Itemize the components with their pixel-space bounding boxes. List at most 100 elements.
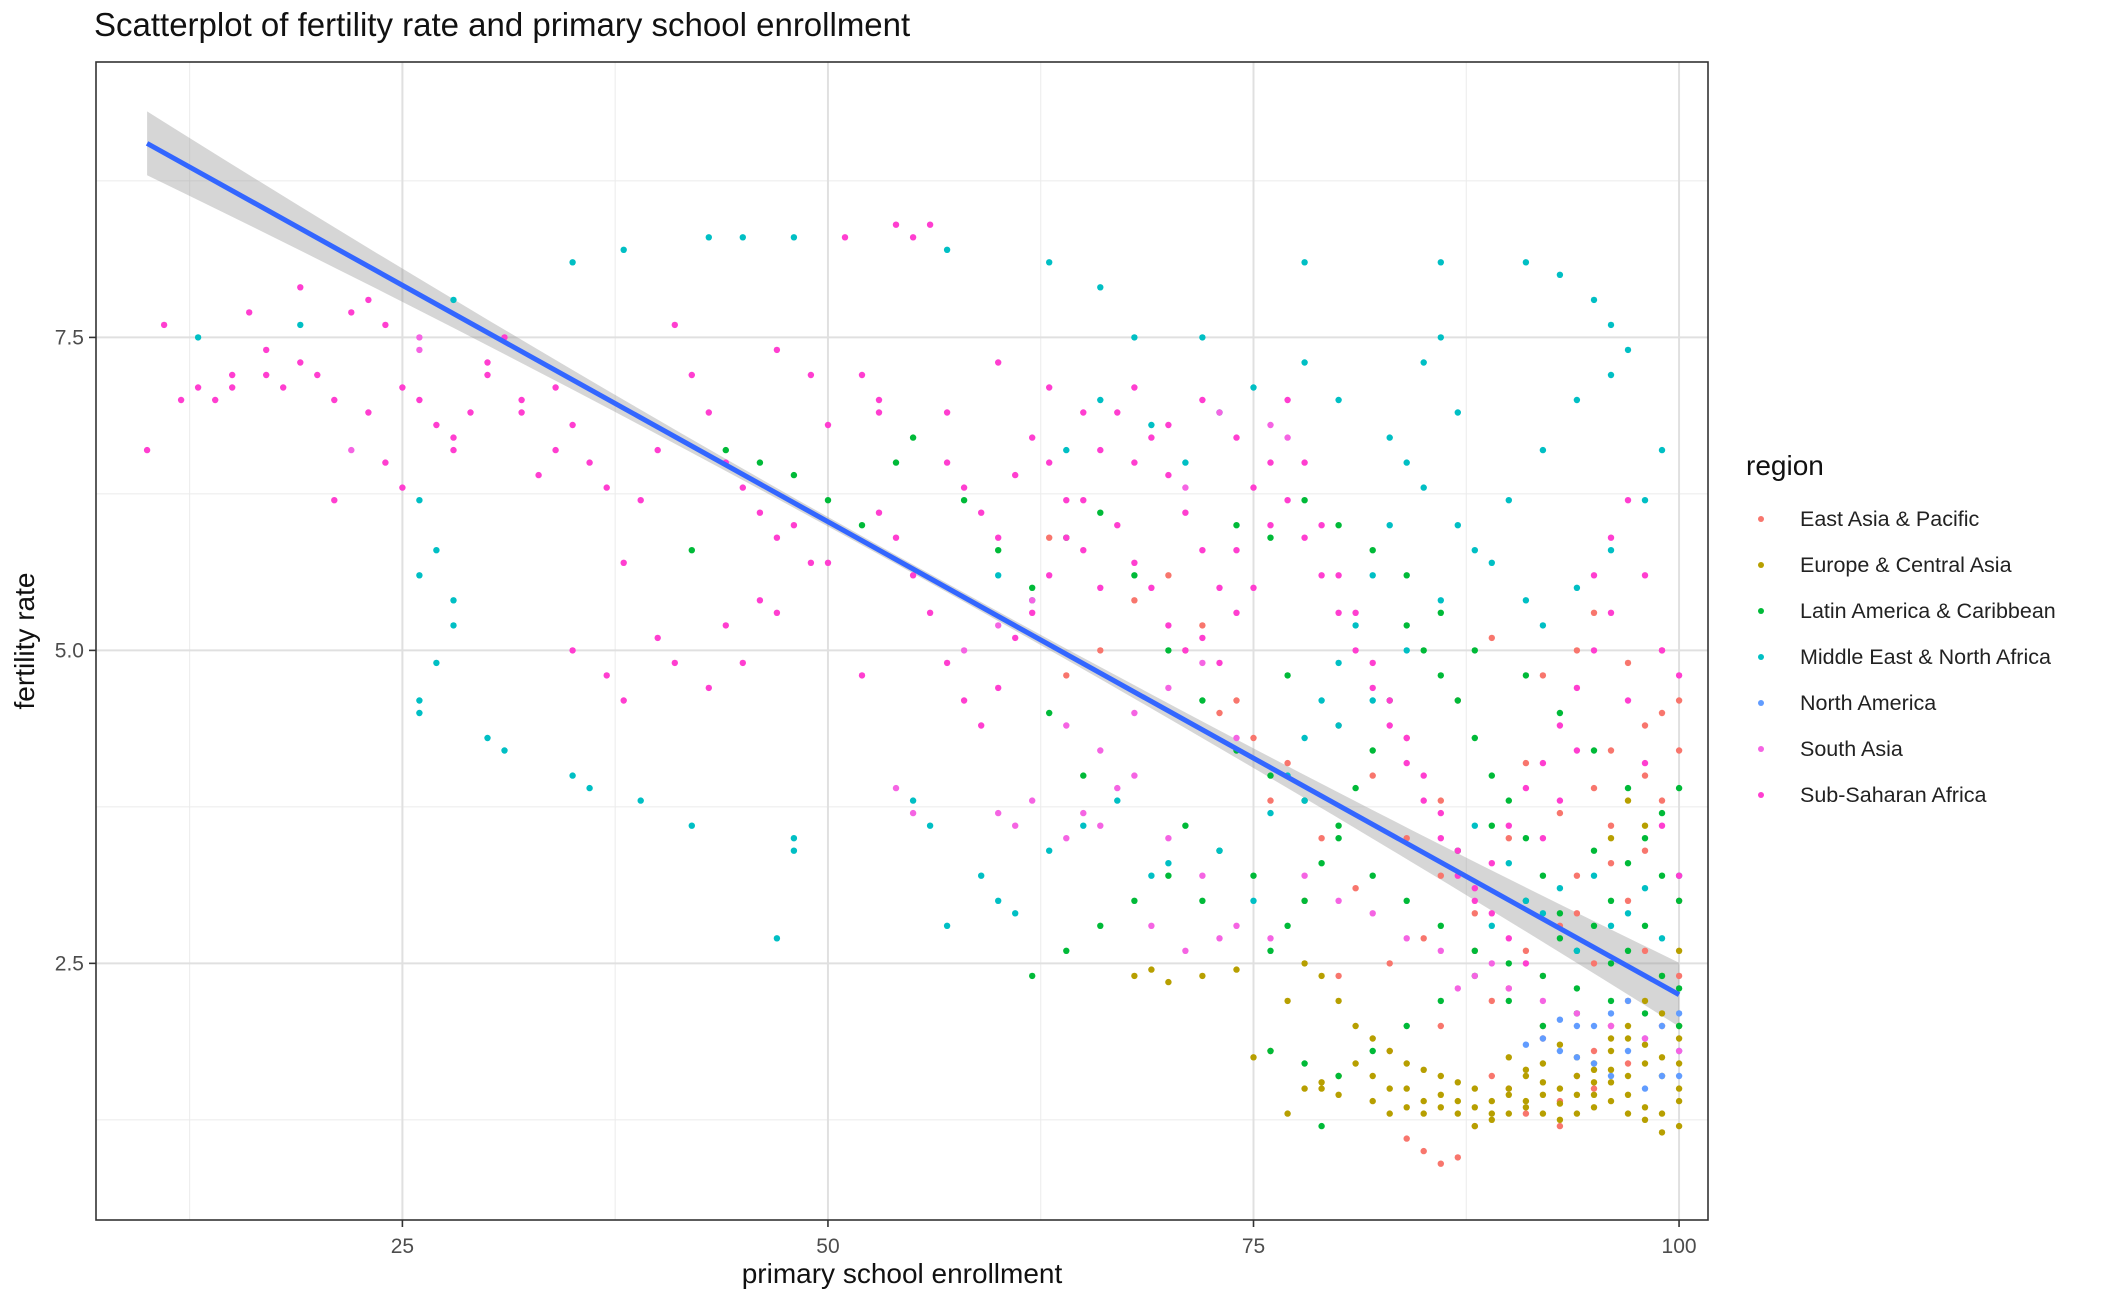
point-south-asia (1148, 922, 1155, 929)
point-sub-saharan-africa (382, 321, 389, 329)
legend-label: Latin America & Caribbean (1800, 598, 2056, 623)
point-europe-central-asia (1556, 1041, 1564, 1048)
point-sub-saharan-africa (909, 572, 917, 579)
legend-dot-icon (1758, 654, 1764, 660)
point-sub-saharan-africa (705, 409, 712, 416)
point-middle-east-north-africa (1301, 259, 1308, 266)
point-latin-america-caribbean (1080, 772, 1087, 779)
point-europe-central-asia (1675, 1085, 1683, 1092)
point-europe-central-asia (1539, 1079, 1547, 1086)
point-middle-east-north-africa (790, 234, 798, 241)
point-middle-east-north-africa (416, 497, 423, 504)
point-europe-central-asia (1675, 1097, 1683, 1105)
point-latin-america-caribbean (1471, 734, 1479, 742)
point-middle-east-north-africa (1080, 822, 1087, 829)
point-middle-east-north-africa (790, 847, 798, 854)
point-middle-east-north-africa (586, 784, 593, 792)
point-latin-america-caribbean (1318, 860, 1325, 867)
point-east-asia-pacific (1488, 634, 1496, 642)
point-europe-central-asia (1352, 1022, 1359, 1030)
point-east-asia-pacific (1420, 935, 1427, 942)
point-sub-saharan-africa (909, 234, 917, 241)
point-latin-america-caribbean (1369, 872, 1376, 879)
point-north-america (1556, 1047, 1564, 1055)
point-middle-east-north-africa (1641, 885, 1649, 892)
point-sub-saharan-africa (212, 396, 219, 404)
point-south-asia (1199, 872, 1206, 879)
point-europe-central-asia (1522, 1066, 1530, 1074)
y-axis: 2.5 5.0 7.5 (55, 326, 96, 975)
point-middle-east-north-africa (1437, 259, 1445, 266)
point-latin-america-caribbean (1522, 835, 1530, 842)
point-europe-central-asia (1675, 1122, 1683, 1130)
point-east-asia-pacific (1641, 847, 1649, 854)
point-sub-saharan-africa (654, 446, 661, 454)
point-sub-saharan-africa (467, 409, 474, 416)
point-europe-central-asia (1658, 1010, 1666, 1017)
point-europe-central-asia (1437, 1091, 1445, 1099)
point-east-asia-pacific (1675, 697, 1683, 704)
point-sub-saharan-africa (433, 421, 440, 429)
point-middle-east-north-africa (1437, 334, 1445, 341)
point-middle-east-north-africa (1522, 897, 1530, 904)
point-sub-saharan-africa (620, 559, 627, 566)
point-east-asia-pacific (1165, 572, 1172, 579)
point-sub-saharan-africa (773, 534, 781, 541)
point-east-asia-pacific (1318, 835, 1325, 842)
point-south-asia (1233, 922, 1240, 929)
point-middle-east-north-africa (1301, 359, 1308, 366)
point-europe-central-asia (1641, 1116, 1649, 1124)
x-tick-label: 25 (391, 1235, 414, 1258)
point-east-asia-pacific (1658, 797, 1666, 804)
point-latin-america-caribbean (1352, 784, 1359, 792)
legend-key (1746, 550, 1776, 580)
legend-key (1746, 734, 1776, 764)
point-sub-saharan-africa (1114, 522, 1121, 529)
point-europe-central-asia (1624, 1035, 1632, 1042)
point-europe-central-asia (1403, 1060, 1410, 1067)
point-sub-saharan-africa (1607, 609, 1615, 616)
legend-key (1746, 504, 1776, 534)
point-sub-saharan-africa (1386, 722, 1393, 729)
point-middle-east-north-africa (943, 922, 951, 929)
point-sub-saharan-africa (1233, 547, 1240, 554)
point-middle-east-north-africa (1148, 421, 1155, 429)
point-latin-america-caribbean (1029, 584, 1036, 591)
point-sub-saharan-africa (552, 384, 559, 391)
point-europe-central-asia (1573, 1110, 1581, 1117)
point-sub-saharan-africa (1267, 522, 1274, 529)
point-south-asia (1182, 947, 1189, 954)
point-sub-saharan-africa (1675, 672, 1683, 679)
point-sub-saharan-africa (1063, 497, 1070, 504)
point-middle-east-north-africa (1369, 697, 1376, 704)
point-middle-east-north-africa (1437, 597, 1445, 604)
point-middle-east-north-africa (1539, 622, 1547, 629)
point-east-asia-pacific (1233, 697, 1240, 704)
point-middle-east-north-africa (926, 822, 934, 829)
point-middle-east-north-africa (1199, 334, 1206, 341)
point-latin-america-caribbean (1641, 1010, 1649, 1017)
point-sub-saharan-africa (892, 534, 900, 541)
point-latin-america-caribbean (1182, 822, 1189, 829)
point-east-asia-pacific (1216, 709, 1223, 717)
point-middle-east-north-africa (1420, 484, 1427, 491)
point-east-asia-pacific (1607, 860, 1615, 867)
point-latin-america-caribbean (1658, 872, 1666, 879)
major-gridlines (96, 62, 1708, 1220)
point-europe-central-asia (1675, 947, 1683, 954)
point-east-asia-pacific (1420, 1147, 1427, 1155)
point-sub-saharan-africa (978, 509, 985, 516)
point-latin-america-caribbean (1437, 922, 1445, 929)
point-south-asia (1097, 747, 1104, 754)
point-sub-saharan-africa (841, 234, 849, 241)
point-latin-america-caribbean (1131, 572, 1138, 579)
point-middle-east-north-africa (1114, 797, 1121, 804)
point-sub-saharan-africa (1233, 609, 1240, 616)
point-middle-east-north-africa (1403, 647, 1410, 654)
point-sub-saharan-africa (143, 446, 151, 454)
legend-dot-icon (1758, 516, 1764, 522)
point-sub-saharan-africa (1352, 647, 1359, 654)
point-south-asia (1131, 709, 1138, 717)
point-middle-east-north-africa (416, 697, 423, 704)
point-sub-saharan-africa (1216, 584, 1223, 591)
